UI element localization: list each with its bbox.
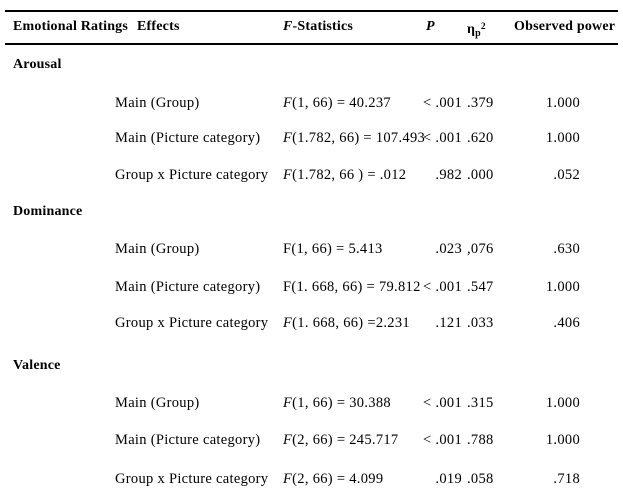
eta-squared-value: .000 (467, 167, 494, 183)
f-statistic-value: F(2, 66) = 4.099 (283, 471, 384, 487)
effect-label: Main (Picture category) (115, 130, 261, 146)
f-statistic-value: F(1, 66) = 30.388 (283, 395, 391, 411)
f-statistic-value: F(1, 66) = 5.413 (283, 241, 383, 257)
table-row: Group x Picture category F(1.782, 66 ) =… (0, 167, 623, 184)
table-row: Main (Picture category) F(1. 668, 66) = … (0, 279, 623, 296)
col-header-effects: Effects (137, 19, 180, 34)
col-header-f-statistics: F-Statistics (283, 19, 354, 34)
observed-power-value: 1.000 (545, 432, 580, 448)
effect-label: Main (Picture category) (115, 432, 261, 448)
effect-label: Main (Group) (115, 241, 200, 257)
effect-label: Main (Group) (115, 395, 200, 411)
section-title: Arousal (13, 57, 62, 72)
p-value: .982 (435, 167, 462, 183)
col-header-observed-power: Observed power (514, 19, 616, 34)
table-row: Main (Group) F(1, 66) = 5.413 .023 ,076 … (0, 241, 623, 258)
eta-squared-value: .620 (467, 130, 494, 146)
effect-label: Group x Picture category (115, 167, 269, 183)
col-header-p: P (426, 19, 435, 34)
table-row: Group x Picture category F(2, 66) = 4.09… (0, 471, 623, 488)
p-value: < .001 (423, 95, 462, 111)
observed-power-value: .630 (553, 241, 580, 257)
table-row: Main (Group) F(1, 66) = 30.388 < .001 .3… (0, 395, 623, 412)
effect-label: Main (Group) (115, 95, 200, 111)
observed-power-value: .406 (553, 315, 580, 331)
eta-squared-value: .058 (467, 471, 494, 487)
effect-label: Group x Picture category (115, 315, 269, 331)
eta-squared-value: .033 (467, 315, 494, 331)
observed-power-value: .718 (553, 471, 580, 487)
p-value: .023 (435, 241, 462, 257)
table-row: Main (Picture category) F(1.782, 66) = 1… (0, 130, 623, 147)
p-value: .019 (435, 471, 462, 487)
eta-squared-value: .788 (467, 432, 494, 448)
f-statistic-value: F(1.782, 66 ) = .012 (283, 167, 407, 183)
observed-power-value: 1.000 (545, 395, 580, 411)
eta-squared-value: .547 (467, 279, 494, 295)
f-statistic-value: F(2, 66) = 245.717 (283, 432, 399, 448)
observed-power-value: .052 (553, 167, 580, 183)
table-top-rule (5, 10, 618, 12)
eta-squared-value: .315 (467, 395, 494, 411)
p-value: .121 (435, 315, 462, 331)
section-title: Dominance (13, 204, 83, 219)
table-header-row: Emotional Ratings Effects F-Statistics P… (0, 19, 623, 39)
col-header-emotional-ratings: Emotional Ratings (13, 19, 129, 34)
p-value: < .001 (423, 130, 462, 146)
section-header-dominance: Dominance (0, 204, 623, 221)
effect-label: Main (Picture category) (115, 279, 261, 295)
col-header-eta-squared: ηp2 (467, 22, 486, 39)
p-value: < .001 (423, 279, 462, 295)
p-value: < .001 (423, 432, 462, 448)
observed-power-value: 1.000 (545, 279, 580, 295)
section-title: Valence (13, 358, 61, 373)
f-statistic-value: F(1, 66) = 40.237 (283, 95, 391, 111)
f-statistic-value: F(1.782, 66) = 107.493 (283, 130, 426, 146)
observed-power-value: 1.000 (545, 130, 580, 146)
eta-squared-value: .379 (467, 95, 494, 111)
table-header-rule (5, 43, 618, 45)
table-row: Main (Picture category) F(2, 66) = 245.7… (0, 432, 623, 449)
f-statistic-value: F(1. 668, 66) = 79.812 (283, 279, 421, 295)
table-row: Main (Group) F(1, 66) = 40.237 < .001 .3… (0, 95, 623, 112)
eta-squared-value: ,076 (467, 241, 494, 257)
section-header-arousal: Arousal (0, 57, 623, 74)
f-statistic-value: F(1. 668, 66) =2.231 (283, 315, 410, 331)
table-row: Group x Picture category F(1. 668, 66) =… (0, 315, 623, 332)
observed-power-value: 1.000 (545, 95, 580, 111)
section-header-valence: Valence (0, 358, 623, 375)
effect-label: Group x Picture category (115, 471, 269, 487)
p-value: < .001 (423, 395, 462, 411)
